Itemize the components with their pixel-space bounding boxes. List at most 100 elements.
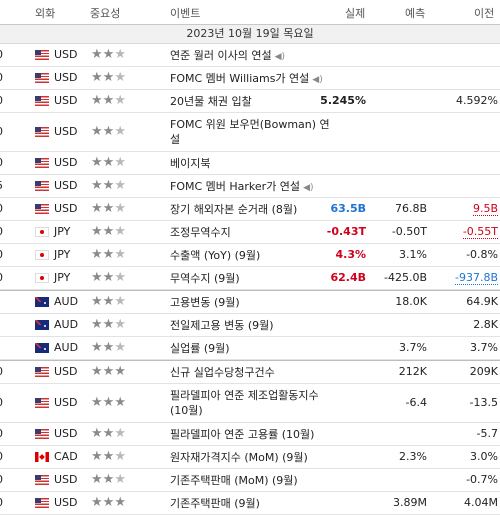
star-icon: ★ [114, 395, 126, 410]
forecast-value: 18.0K [395, 295, 427, 308]
event-name[interactable]: FOMC 멤버 Harker가 연설 ◀) [170, 179, 314, 196]
event-name[interactable]: 기존주택판매 (9월) [170, 496, 260, 511]
us-flag-icon [35, 367, 49, 377]
speaker-icon: ◀) [274, 52, 286, 62]
previous-value: 209K [469, 365, 498, 378]
event-name[interactable]: 실업률 (9월) [170, 341, 230, 356]
table-row[interactable]: 0USD★★★필라델피아 연준 제조업활동지수 (10월)-6.4-13.5 [0, 384, 500, 423]
event-name[interactable]: 조정무역수지 [170, 225, 231, 240]
actual-value: 63.5B [330, 202, 366, 215]
event-name-text[interactable]: 필라델피아 연준 고용률 (10월) [170, 428, 315, 441]
event-name[interactable]: 필라델피아 연준 고용률 (10월) [170, 427, 314, 442]
table-row[interactable]: 0USD★★★20년물 채권 입찰5.245%4.592% [0, 90, 500, 113]
table-row[interactable]: -AUD★★★전일제고용 변동 (9월)2.8K [0, 314, 500, 337]
star-icon: ★ [91, 294, 103, 309]
event-name[interactable]: FOMC 위원 보우먼(Bowman) 연설 [170, 117, 330, 147]
currency-code: JPY [54, 225, 71, 238]
star-icon: ★ [91, 317, 103, 332]
event-name[interactable]: 수출액 (YoY) (9월) [170, 248, 260, 263]
table-row[interactable]: 0USD★★★필라델피아 연준 고용률 (10월)-5.7 [0, 423, 500, 446]
importance-stars: ★★★ [91, 495, 126, 510]
table-row[interactable]: 0JPY★★★조정무역수지-0.43T-0.50T-0.55T [0, 221, 500, 244]
us-flag-icon [35, 204, 49, 214]
event-name-text[interactable]: 원자재가격지수 (MoM) (9월) [170, 451, 308, 464]
previous-value: 4.04M [464, 496, 498, 509]
currency-code: AUD [54, 318, 79, 331]
jp-flag-icon [35, 227, 49, 237]
event-name-text[interactable]: 20년물 채권 입찰 [170, 95, 252, 108]
event-name[interactable]: FOMC 멤버 Williams가 연설 ◀) [170, 71, 323, 88]
star-icon: ★ [102, 426, 115, 441]
table-row[interactable]: 0USD★★★연준 월러 이사의 연설◀) [0, 44, 500, 67]
currency-code: AUD [54, 295, 79, 308]
event-name-text[interactable]: 무역수지 (9월) [170, 272, 240, 285]
star-icon: ★ [114, 472, 126, 487]
event-name[interactable]: 기존주택판매 (MoM) (9월) [170, 473, 298, 488]
previous-value: 2.8K [473, 318, 498, 331]
importance-stars: ★★★ [91, 47, 126, 62]
event-name-text[interactable]: FOMC 위원 보우먼(Bowman) 연설 [170, 118, 330, 146]
table-row[interactable]: 0CAD★★★원자재가격지수 (MoM) (9월)2.3%3.0% [0, 446, 500, 469]
importance-stars: ★★★ [91, 449, 126, 464]
table-row[interactable]: 0USD★★★FOMC 멤버 Williams가 연설◀) [0, 67, 500, 90]
event-name-text[interactable]: 고용변동 (9월) [170, 296, 240, 309]
header-currency[interactable]: 외화 [35, 7, 56, 20]
table-row[interactable]: 0JPY★★★수출액 (YoY) (9월)4.3%3.1%-0.8% [0, 244, 500, 267]
star-icon: ★ [91, 247, 103, 262]
header-actual[interactable]: 실제 [345, 7, 366, 20]
header-forecast[interactable]: 예측 [405, 7, 426, 20]
table-row[interactable]: 0USD★★★베이지북 [0, 152, 500, 175]
event-name-text[interactable]: 베이지북 [170, 157, 211, 170]
event-name-text[interactable]: 기존주택판매 (MoM) (9월) [170, 474, 298, 487]
header-event[interactable]: 이벤트 [170, 7, 201, 20]
star-icon: ★ [102, 93, 115, 108]
event-name[interactable]: 원자재가격지수 (MoM) (9월) [170, 450, 308, 465]
header-previous[interactable]: 이전 [474, 7, 495, 20]
event-name-text[interactable]: FOMC 멤버 Harker가 연설 [170, 180, 301, 193]
table-row[interactable]: -AUD★★★실업률 (9월)3.7%3.7% [0, 337, 500, 360]
importance-stars: ★★★ [91, 93, 126, 108]
event-name-text[interactable]: 신규 실업수당청구건수 [170, 366, 275, 379]
event-name-text[interactable]: FOMC 멤버 Williams가 연설 [170, 72, 310, 85]
event-name-text[interactable]: 필라델피아 연준 제조업활동지수 (10월) [170, 389, 319, 417]
us-flag-icon [35, 50, 49, 60]
table-row[interactable]: 0USD★★★FOMC 위원 보우먼(Bowman) 연설 [0, 113, 500, 152]
event-name[interactable]: 고용변동 (9월) [170, 295, 240, 310]
currency-code: USD [54, 48, 78, 61]
event-time: 0 [0, 473, 3, 486]
previous-value: 64.9K [466, 295, 498, 308]
star-icon: ★ [91, 93, 103, 108]
event-name[interactable]: 전일제고용 변동 (9월) [170, 318, 274, 333]
star-icon: ★ [114, 70, 126, 85]
event-name-text[interactable]: 수출액 (YoY) (9월) [170, 249, 261, 262]
event-name-text[interactable]: 장기 해외자본 순거래 (8월) [170, 203, 298, 216]
event-name[interactable]: 연준 월러 이사의 연설 ◀) [170, 48, 285, 65]
table-row[interactable]: 0JPY★★★무역수지 (9월)62.4B-425.0B-937.8B [0, 267, 500, 290]
star-icon: ★ [91, 340, 103, 355]
event-name[interactable]: 신규 실업수당청구건수 [170, 365, 275, 380]
event-name[interactable]: 필라델피아 연준 제조업활동지수 (10월) [170, 388, 330, 418]
event-name-text[interactable]: 연준 월러 이사의 연설 [170, 49, 272, 62]
event-name-text[interactable]: 전일제고용 변동 (9월) [170, 319, 274, 332]
event-time: 0 [0, 271, 3, 284]
event-name[interactable]: 20년물 채권 입찰 [170, 94, 252, 109]
event-name-text[interactable]: 실업률 (9월) [170, 342, 230, 355]
table-row[interactable]: 0USD★★★기존주택판매 (MoM) (9월)-0.7% [0, 469, 500, 492]
currency-code: USD [54, 473, 78, 486]
event-name[interactable]: 장기 해외자본 순거래 (8월) [170, 202, 297, 217]
ca-flag-icon [35, 452, 49, 462]
event-time: 0 [0, 202, 3, 215]
event-name-text[interactable]: 조정무역수지 [170, 226, 231, 239]
event-name[interactable]: 베이지북 [170, 156, 210, 171]
header-importance[interactable]: 중요성 [90, 7, 121, 20]
event-name[interactable]: 무역수지 (9월) [170, 271, 240, 286]
actual-value: 4.3% [335, 248, 366, 261]
star-icon: ★ [91, 495, 103, 510]
event-name-text[interactable]: 기존주택판매 (9월) [170, 497, 260, 510]
us-flag-icon [35, 181, 49, 191]
